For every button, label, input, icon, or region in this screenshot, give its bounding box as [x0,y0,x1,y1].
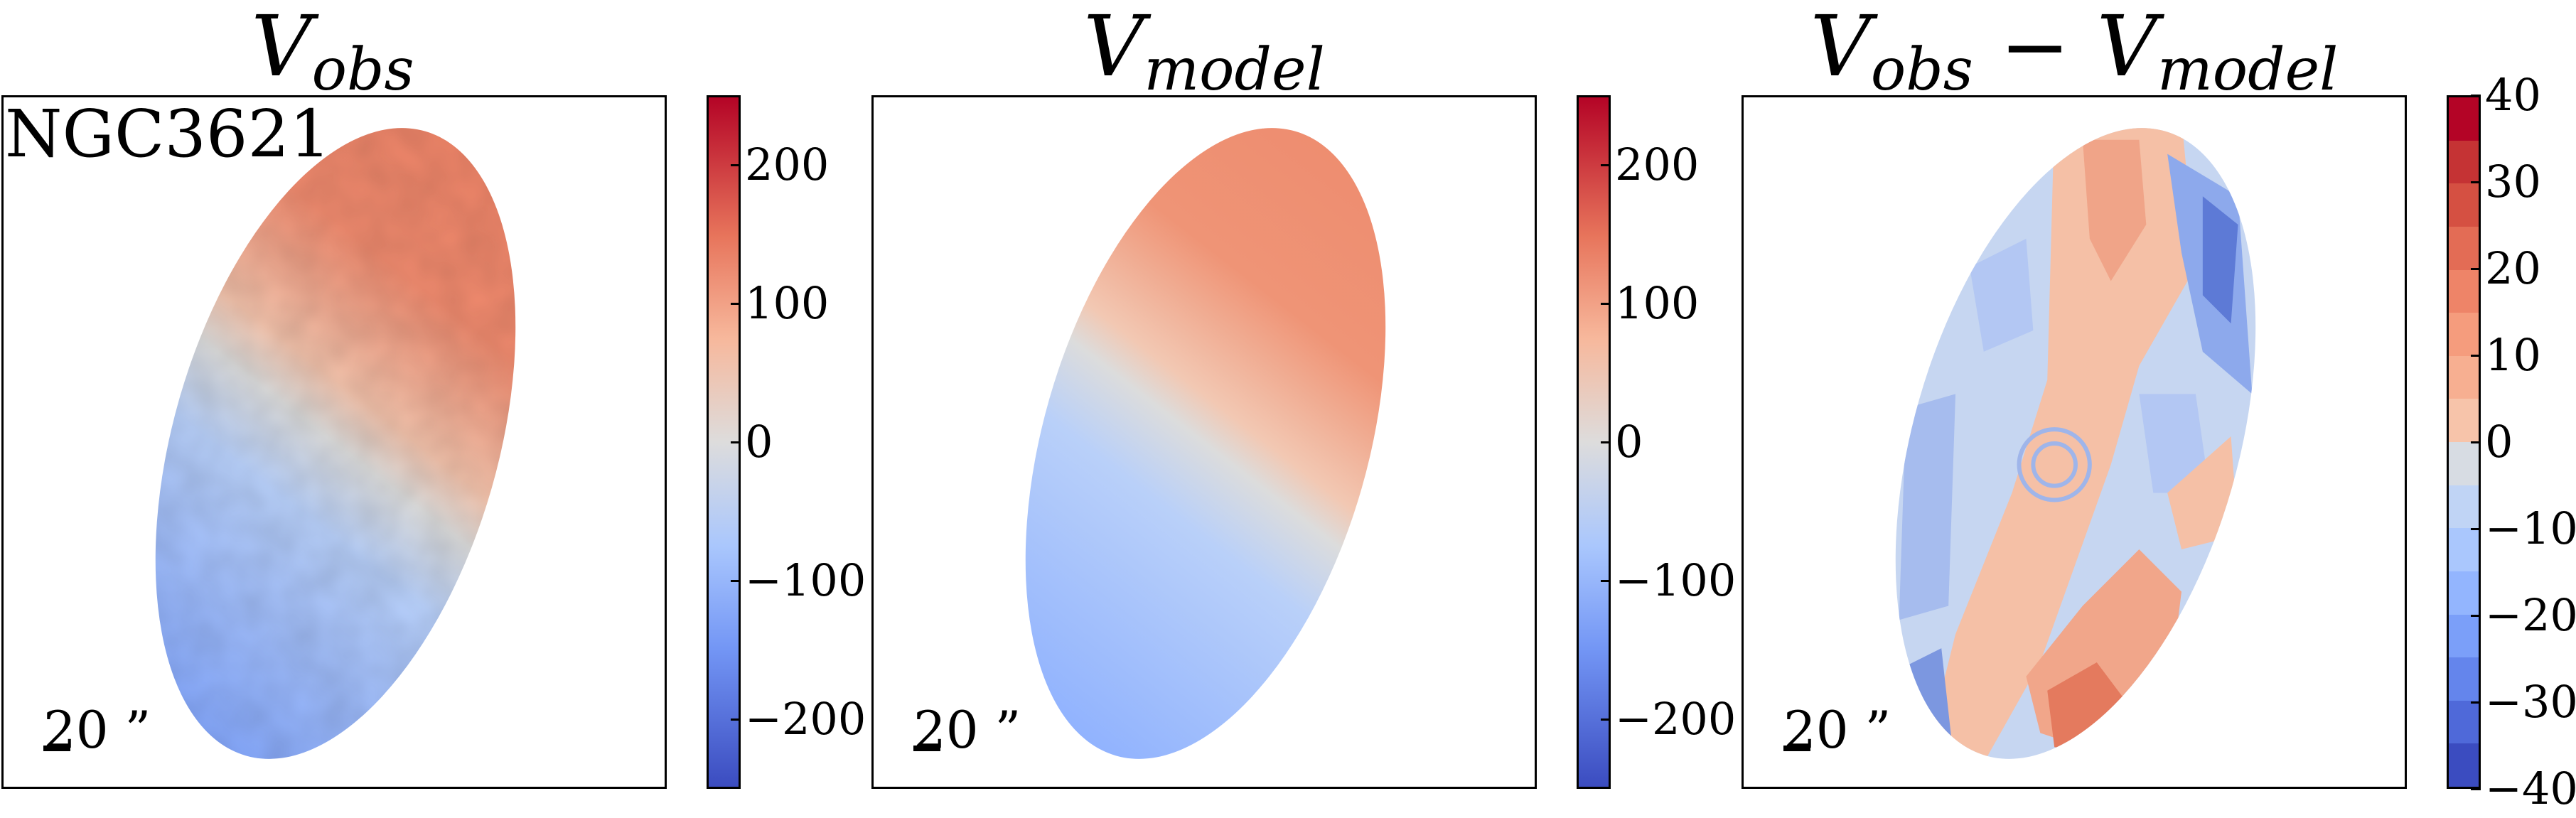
scale-bar [43,746,70,751]
colorbar-3-level [2449,140,2479,184]
colorbar-3-tick [2471,788,2481,790]
panel-3-title-main: V [1810,0,1871,95]
colorbar-3-tick [2471,355,2481,357]
galaxy-disk [1025,128,1386,759]
panel-2-velocity-map [1025,128,1386,759]
panel-2-title: Vmodel [871,0,1537,104]
scale-bar [913,746,940,751]
panel-3-title: Vobs − Vmodel [1742,0,2407,104]
colorbar-3-tick-label: −20 [2485,589,2576,641]
colorbar-3-tick [2471,528,2481,530]
colorbar-1-tick [731,163,741,166]
colorbar-2-tick-label: 0 [1615,416,1643,468]
colorbar-3-level [2449,226,2479,270]
colorbar-3-level [2449,614,2479,658]
colorbar-2-tick-label: 100 [1615,276,1700,329]
panel-3-residual-map [1830,97,2322,787]
colorbar-3-tick [2471,181,2481,183]
panel-1-title: Vobs [0,0,665,104]
panel-1-velocity-map [90,97,581,787]
colorbar-3-level [2449,269,2479,313]
colorbar-3-tick-label: 40 [2485,69,2541,121]
panel-1-title-main: V [251,0,312,95]
scale-label: 20 ” [43,700,151,760]
colorbar-3-tick-label: 20 [2485,242,2541,294]
panel-2-map: 20 ” [871,95,1537,789]
colorbar-1-tick-label: 100 [745,276,830,329]
colorbar-3-level [2449,743,2479,787]
colorbar-1-tick-label: −200 [745,693,866,746]
colorbar-2-tick [1601,441,1611,443]
colorbar-3-tick [2471,268,2481,270]
panel-3-map: 20 ” [1742,95,2407,789]
colorbar-3-tick [2471,441,2481,443]
colorbar-3-level [2449,355,2479,399]
colorbar-3-tick-label: −10 [2485,502,2576,554]
colorbar-1-tick-label: 0 [745,416,773,468]
colorbar-3-tick-label: −40 [2485,763,2576,814]
panel-2-title-sub: model [1144,36,1325,104]
colorbar-1-tick-label: 200 [745,138,830,190]
scale-label: 20 ” [1783,700,1891,760]
colorbar-3-level [2449,183,2479,227]
panel-1-title-sub: obs [311,36,414,104]
colorbar-3-level [2449,485,2479,529]
colorbar-3-level [2449,399,2479,442]
colorbar-1-tick [731,441,741,443]
colorbar-3-tick [2471,701,2481,704]
scale-label: 20 ” [913,700,1021,760]
colorbar-3-level [2449,528,2479,571]
colorbar-2-tick-label: −200 [1615,693,1737,746]
colorbar-2-tick-label: −100 [1615,554,1737,607]
panel-1-map: NGC3621 20 ” [1,95,667,789]
panel-3-title-sub: obs [1870,36,1973,104]
colorbar-3-tick [2471,615,2481,617]
residual-contours [1830,97,2322,787]
colorbar-1-tick [731,719,741,721]
colorbar-2-tick [1601,719,1611,721]
colorbar-1-tick-label: −100 [745,554,866,607]
colorbar-3-level [2449,700,2479,744]
colorbar-3-level [2449,97,2479,141]
colorbar-3-level [2449,657,2479,701]
colorbar-2-tick-label: 200 [1615,138,1700,190]
colorbar-1-tick [731,580,741,583]
scale-bar [1783,746,1810,751]
colorbar-3-level [2449,571,2479,615]
panel-3-title-sub2: model [2157,36,2339,104]
colorbar-3-level [2449,442,2479,485]
colorbar-3-tick-label: 0 [2485,416,2513,468]
colorbar-2-tick [1601,163,1611,166]
colorbar-3-tick-label: 10 [2485,329,2541,381]
panel-2-title-main: V [1083,0,1144,95]
colorbar-3-tick-label: −30 [2485,676,2576,728]
colorbar-1-tick [731,302,741,305]
colorbar-2-tick [1601,580,1611,583]
colorbar-2-tick [1601,302,1611,305]
galaxy-name-label: NGC3621 [5,96,331,172]
colorbar-3-tick-label: 30 [2485,156,2541,208]
colorbar-3-level [2449,313,2479,356]
colorbar-3-tick [2471,95,2481,97]
panel-3-title-mid: − V [1973,0,2157,95]
